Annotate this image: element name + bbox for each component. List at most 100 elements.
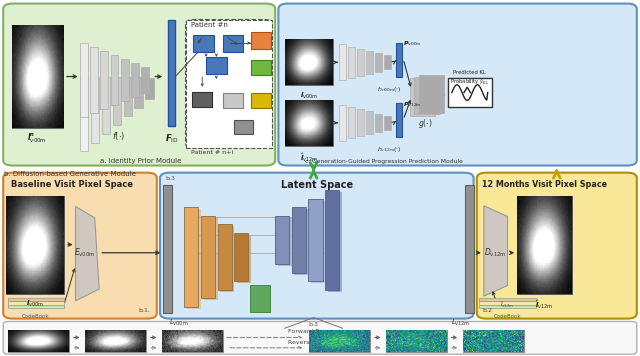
Bar (251, 60, 271, 75)
Bar (141, 67, 149, 93)
Bar (234, 120, 253, 134)
Bar (339, 105, 346, 141)
Bar (121, 59, 129, 101)
Bar (386, 330, 447, 352)
Bar (91, 77, 99, 142)
Bar (384, 116, 391, 130)
Bar (6, 196, 64, 294)
Bar (251, 32, 271, 49)
Bar (357, 49, 364, 76)
Bar (294, 209, 308, 275)
FancyBboxPatch shape (278, 4, 637, 166)
Bar (90, 47, 98, 113)
Bar (234, 233, 248, 281)
Bar (308, 199, 323, 281)
Bar (419, 75, 444, 113)
Text: $z_2$: $z_2$ (188, 329, 196, 338)
Bar (8, 298, 64, 301)
Text: 12 Months Visit Pixel Space: 12 Months Visit Pixel Space (482, 180, 607, 189)
Bar (162, 330, 223, 352)
Bar (251, 93, 271, 108)
Text: b. Diffusion-based Generative Module: b. Diffusion-based Generative Module (4, 171, 136, 177)
Text: $L_{\rm v12m}$: $L_{\rm v12m}$ (451, 318, 470, 328)
Bar (85, 330, 146, 352)
Bar (517, 196, 572, 294)
Bar (220, 226, 234, 292)
Text: Reverse Process: Reverse Process (288, 340, 339, 345)
Text: $f(\cdot)$: $f(\cdot)$ (112, 130, 125, 142)
FancyBboxPatch shape (477, 173, 637, 319)
Bar (348, 47, 355, 78)
Bar (479, 298, 536, 301)
Text: $\hat{I}_{\rm v12m}$: $\hat{I}_{\rm v12m}$ (500, 299, 515, 310)
Text: $h_{\rm v12m}(\cdot)$: $h_{\rm v12m}(\cdot)$ (377, 145, 401, 154)
Bar (201, 216, 215, 298)
Text: b.3: b.3 (165, 176, 175, 181)
Text: $\hat{\bfit{I}}_{\rm v12m}$: $\hat{\bfit{I}}_{\rm v12m}$ (300, 151, 318, 164)
Bar (186, 20, 272, 148)
Bar (187, 209, 201, 309)
Bar (285, 39, 333, 85)
Bar (375, 114, 382, 132)
Bar (275, 216, 289, 264)
Bar (80, 77, 88, 151)
FancyBboxPatch shape (3, 173, 157, 319)
Bar (12, 25, 63, 128)
Text: CodeBook: CodeBook (22, 314, 50, 319)
FancyBboxPatch shape (186, 20, 272, 148)
Text: $g(\cdot)$: $g(\cdot)$ (418, 117, 432, 130)
Bar (328, 192, 342, 292)
FancyBboxPatch shape (3, 321, 637, 354)
Text: Forward Process: Forward Process (288, 329, 339, 334)
Bar (292, 207, 306, 273)
Bar (223, 93, 243, 108)
FancyBboxPatch shape (160, 173, 474, 319)
Text: CodeBook: CodeBook (493, 314, 522, 319)
Bar (448, 78, 492, 107)
Bar (237, 235, 251, 283)
Bar (414, 77, 440, 114)
Polygon shape (484, 206, 508, 296)
Bar (278, 218, 292, 266)
Bar (192, 92, 212, 107)
Text: $z_1$: $z_1$ (111, 329, 120, 338)
Text: $z_T$: $z_T$ (488, 329, 498, 338)
Bar (366, 51, 373, 74)
Bar (100, 51, 108, 109)
Bar (479, 301, 536, 305)
Text: $\hat{\bfit{I}}_{\rm v12m}$: $\hat{\bfit{I}}_{\rm v12m}$ (535, 298, 553, 311)
FancyBboxPatch shape (3, 4, 275, 166)
Text: c. Generation-Guided Progression Prediction Module: c. Generation-Guided Progression Predict… (305, 159, 463, 164)
Bar (193, 35, 214, 52)
Text: $\bfit{P}_{\rm v00m}$: $\bfit{P}_{\rm v00m}$ (403, 39, 422, 48)
Bar (348, 107, 355, 138)
Bar (396, 103, 402, 137)
Bar (8, 330, 69, 352)
Bar (163, 185, 172, 313)
Bar (325, 190, 339, 290)
Text: $\bfit{I}_{\rm v00m}$: $\bfit{I}_{\rm v00m}$ (26, 298, 44, 309)
Text: $z_{T-2}$: $z_{T-2}$ (331, 329, 348, 338)
Bar (396, 43, 402, 77)
Text: $h_{\rm v00m}(\cdot)$: $h_{\rm v00m}(\cdot)$ (377, 85, 401, 94)
Text: $D_{\rm v12m}$: $D_{\rm v12m}$ (484, 246, 507, 259)
Text: b.3: b.3 (308, 322, 319, 327)
Bar (206, 57, 227, 74)
Bar (479, 305, 536, 308)
Bar (223, 35, 243, 52)
Bar (250, 285, 270, 312)
Text: b.2: b.2 (482, 308, 492, 313)
Text: $\bfit{F}_{\rm ID}$: $\bfit{F}_{\rm ID}$ (164, 132, 179, 145)
Text: Patient #n: Patient #n (191, 22, 228, 28)
Bar (357, 109, 364, 136)
Text: $\bfit{I}_{\rm v00m}$: $\bfit{I}_{\rm v00m}$ (300, 91, 318, 101)
Polygon shape (76, 206, 99, 301)
Text: Latent Space: Latent Space (281, 180, 353, 190)
Bar (111, 55, 118, 105)
Text: Patient # n+i: Patient # n+i (191, 150, 233, 155)
Text: $\bfit{P}_{\rm v12m}$: $\bfit{P}_{\rm v12m}$ (403, 100, 422, 109)
Text: $z_{T-1}$: $z_{T-1}$ (408, 329, 425, 338)
Bar (145, 78, 154, 99)
Bar (309, 330, 370, 352)
Bar (204, 218, 218, 300)
